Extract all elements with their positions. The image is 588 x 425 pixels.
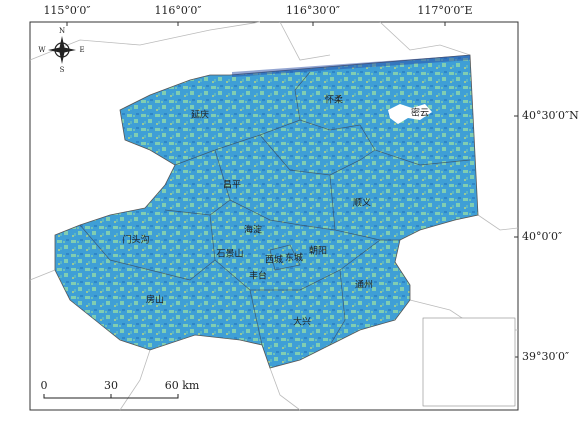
district-label: 顺义 [353,198,371,209]
edge-strip [232,55,470,77]
lon-label: 115°0′0″ [43,4,90,17]
district-label: 房山 [146,294,164,306]
scale-label: 30 [104,379,118,392]
district-label: 丰台 [249,270,267,282]
scale-bar [43,394,179,399]
lon-label: 116°30′0″ [286,4,340,17]
district-label: 大兴 [293,316,311,328]
legend-box [422,317,516,407]
reservoir [388,104,432,124]
district-label: 西城 [265,255,283,266]
lat-label: 40°30′0″N [522,109,579,122]
scale-label: 0 [41,379,48,392]
district-label: 昌平 [223,180,241,191]
compass-letter: N [59,27,65,35]
compass-letter: W [38,46,46,54]
scale-line [43,394,179,399]
scale-label: 60 km [165,379,200,392]
district-label: 通州 [355,280,373,291]
district-label: 密云 [411,107,429,119]
district-label: 门头沟 [122,234,149,246]
lon-label: 117°0′0″E [417,4,472,17]
district-label: 东城 [285,252,303,264]
beijing-region [54,54,479,369]
lat-label: 39°30′0″ [522,350,569,363]
compass [48,36,76,64]
district-label: 延庆 [191,109,209,121]
district-label: 海淀 [244,224,262,236]
compass-letter: S [60,66,65,74]
district-boundaries [79,71,471,346]
district-label: 朝阳 [309,246,327,257]
compass-letter: E [79,46,84,54]
district-label: 石景山 [216,249,243,260]
district-label: 怀柔 [325,94,343,106]
compass-star [48,36,76,64]
lon-label: 116°0′0″ [154,4,201,17]
lat-label: 40°0′0″ [522,230,562,243]
